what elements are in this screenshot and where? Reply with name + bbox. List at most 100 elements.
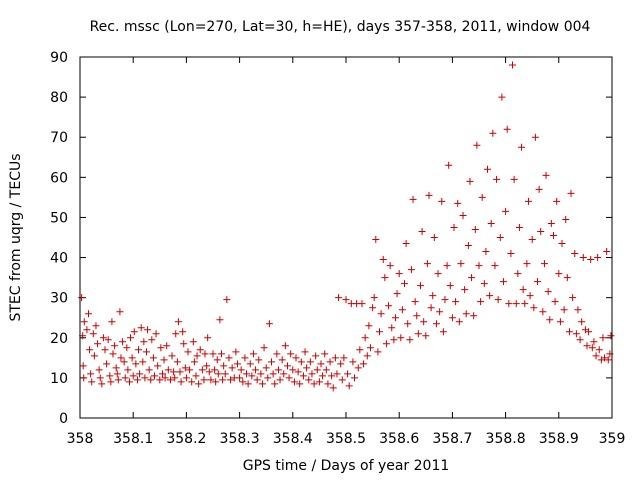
data-point <box>212 378 220 386</box>
data-point <box>171 374 179 382</box>
data-point <box>145 366 153 374</box>
data-point <box>80 374 88 382</box>
data-point <box>170 368 178 376</box>
data-point <box>379 256 387 264</box>
data-point <box>372 236 380 244</box>
x-tick-label: 359 <box>599 431 626 447</box>
data-point <box>540 260 548 268</box>
data-point <box>148 336 156 344</box>
data-point <box>542 171 550 179</box>
data-point <box>413 312 421 320</box>
data-point <box>268 358 276 366</box>
data-point <box>553 197 561 205</box>
data-point <box>509 61 517 69</box>
data-point <box>89 330 97 338</box>
data-point <box>569 294 577 302</box>
data-point <box>147 376 155 384</box>
data-point <box>123 344 131 352</box>
data-point <box>331 354 339 362</box>
data-point <box>595 346 603 354</box>
data-point <box>515 223 523 231</box>
data-point <box>556 318 564 326</box>
data-point <box>125 378 133 386</box>
data-point <box>411 298 419 306</box>
data-point <box>219 376 227 384</box>
axes: 358 358.1 358.2 358.3 358.4 358.5 358.6 358.7 35… <box>50 50 625 447</box>
x-tick-label: 358.8 <box>486 431 526 447</box>
data-point <box>546 316 554 324</box>
data-point <box>301 348 309 356</box>
data-point <box>530 304 538 312</box>
data-point <box>292 354 300 362</box>
data-point <box>190 358 198 366</box>
data-point <box>432 320 440 328</box>
data-point <box>590 338 598 346</box>
data-point <box>78 294 86 302</box>
data-point <box>418 227 426 235</box>
data-point <box>127 334 135 342</box>
data-point <box>466 177 474 185</box>
data-point <box>374 348 382 356</box>
data-point <box>315 378 323 386</box>
data-point <box>544 288 552 296</box>
data-point <box>390 336 398 344</box>
data-point <box>438 197 446 205</box>
data-point <box>276 376 284 384</box>
data-point <box>184 348 192 356</box>
data-point <box>107 378 115 386</box>
data-point <box>475 262 483 270</box>
data-point <box>132 360 140 368</box>
data-point <box>446 282 454 290</box>
data-point <box>213 356 221 364</box>
data-point <box>370 294 378 302</box>
data-point <box>269 370 277 378</box>
data-point <box>429 292 437 300</box>
data-point <box>124 366 132 374</box>
data-point <box>232 348 240 356</box>
data-point <box>160 356 168 364</box>
data-point <box>321 350 329 358</box>
data-point <box>188 378 196 386</box>
data-point <box>265 320 273 328</box>
data-point <box>526 292 534 300</box>
data-point <box>382 340 390 348</box>
x-tick-label: 358.1 <box>113 431 153 447</box>
data-point <box>135 346 143 354</box>
data-point <box>176 368 184 376</box>
data-point <box>344 370 352 378</box>
data-point <box>136 370 144 378</box>
data-point <box>98 380 106 388</box>
data-point <box>555 270 563 278</box>
data-point <box>306 358 314 366</box>
data-point <box>103 360 111 368</box>
data-point <box>111 342 119 350</box>
data-point <box>414 330 422 338</box>
y-tick-label: 10 <box>50 371 68 387</box>
data-point <box>607 332 615 340</box>
data-point <box>108 318 116 326</box>
data-point <box>246 360 254 368</box>
y-tick-label: 20 <box>50 331 68 347</box>
data-point <box>395 270 403 278</box>
data-point <box>441 296 449 304</box>
data-point <box>531 133 539 141</box>
data-point <box>583 342 591 350</box>
data-point <box>461 286 469 294</box>
data-point <box>299 372 307 380</box>
data-point <box>416 282 424 290</box>
data-point <box>119 338 127 346</box>
data-point <box>264 374 272 382</box>
data-point <box>117 354 125 362</box>
data-point <box>203 362 211 370</box>
data-point <box>285 374 293 382</box>
data-point <box>273 350 281 358</box>
data-point <box>523 260 531 268</box>
data-point <box>588 344 596 352</box>
data-point <box>551 298 559 306</box>
data-point <box>366 344 374 352</box>
data-point <box>196 346 204 354</box>
data-point <box>398 306 406 314</box>
data-point <box>161 374 169 382</box>
data-points <box>78 61 615 392</box>
chart-title: Rec. mssc (Lon=270, Lat=30, h=HE), days … <box>90 19 591 35</box>
